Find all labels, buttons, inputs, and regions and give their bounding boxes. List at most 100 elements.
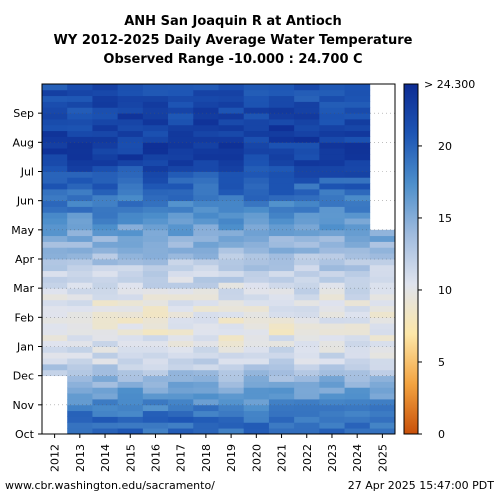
heatmap-cell [92,142,119,149]
heatmap-cell [344,95,371,102]
heatmap-cell [268,189,295,196]
heatmap-cell [193,410,219,417]
heatmap-cell [117,393,144,400]
heatmap-cell [319,107,345,114]
heatmap-cell [218,113,245,120]
heatmap-cell [218,212,245,219]
heatmap-cell [168,259,194,266]
y-tick-label-jun: Jun [16,195,34,208]
heatmap-cell [142,206,169,213]
heatmap-cell [42,340,68,347]
heatmap-cell [42,200,68,207]
heatmap-cell [268,358,295,365]
heatmap-cell [168,177,194,184]
heatmap-cell [193,422,219,429]
heatmap-cell [344,200,371,207]
heatmap-cell [218,171,245,178]
y-tick-label-apr: Apr [15,253,35,266]
heatmap-cell [67,189,93,196]
heatmap-cell [319,194,345,202]
heatmap-cell [319,253,345,260]
heatmap-cell [168,119,194,126]
heatmap-cell [142,404,169,412]
heatmap-cell [268,259,295,266]
heatmap-cell [168,212,194,219]
heatmap-cell [168,311,194,318]
heatmap-cell [117,270,144,277]
heatmap-cell [42,224,68,231]
heatmap-cell [243,253,270,260]
heatmap-cell [42,253,68,260]
heatmap-cell [218,364,245,371]
heatmap-cell [268,282,295,289]
heatmap-cell [92,305,119,312]
heatmap-cell [67,136,93,143]
heatmap-cell [67,282,93,289]
heatmap-cell [319,206,345,213]
heatmap-cell [92,375,119,382]
heatmap-cell [369,323,396,330]
heatmap-cell [218,142,245,149]
heatmap-cell [193,200,219,207]
heatmap-cell [67,334,93,342]
heatmap-cell [218,259,245,266]
heatmap-cell [142,294,169,301]
heatmap-cell [268,113,295,120]
heatmap-cell [92,107,119,114]
heatmap-cell [67,375,93,382]
heatmap-cell [243,241,270,248]
heatmap-cell [268,101,295,108]
heatmap-cell [117,148,144,155]
heatmap-cell [243,113,270,120]
heatmap-cell [294,369,320,377]
heatmap-cell [193,136,219,143]
heatmap-cell [92,89,119,97]
heatmap-cell [67,200,93,207]
heatmap-cell [243,177,270,184]
heatmap-cell [319,212,345,219]
heatmap-cell [168,253,194,260]
heatmap-cell [67,387,93,394]
heatmap-cell [369,404,396,412]
heatmap-cell [294,422,320,429]
heatmap-cell [319,165,345,172]
heatmap-cell [319,229,345,237]
heatmap-cell [142,194,169,202]
heatmap-cell [243,329,270,336]
heatmap-cell [193,89,219,97]
heatmap-cell [243,352,270,359]
heatmap-cell [117,253,144,260]
heatmap-cell [294,119,320,126]
heatmap-cell [193,235,219,242]
heatmap-cell [294,84,320,91]
heatmap-cell [344,399,371,406]
heatmap-cell [117,95,144,102]
heatmap-cell [243,89,270,97]
heatmap-cell [319,288,345,295]
heatmap-cell [42,358,68,365]
heatmap-cell [319,136,345,143]
heatmap-cell [319,224,345,231]
heatmap-cell [92,358,119,365]
heatmap-cell [243,393,270,400]
heatmap-cell [218,299,245,307]
heatmap-cell [92,253,119,260]
heatmap-cell [142,340,169,347]
heatmap-cell [67,177,93,184]
heatmap-cell [168,235,194,242]
heatmap-cell [294,329,320,336]
heatmap-cell [42,241,68,248]
heatmap-cell [142,247,169,254]
heatmap-cell [319,358,345,365]
heatmap-cell [369,393,396,400]
heatmap-cell [142,177,169,184]
heatmap-cell [268,428,295,435]
heatmap-cell [294,428,320,435]
heatmap-cell [92,334,119,342]
heatmap-cell [319,200,345,207]
heatmap-cell [92,113,119,120]
heatmap-cell [344,340,371,347]
heatmap-cell [344,119,371,126]
heatmap-cell [117,229,144,237]
heatmap-cell [369,288,396,295]
